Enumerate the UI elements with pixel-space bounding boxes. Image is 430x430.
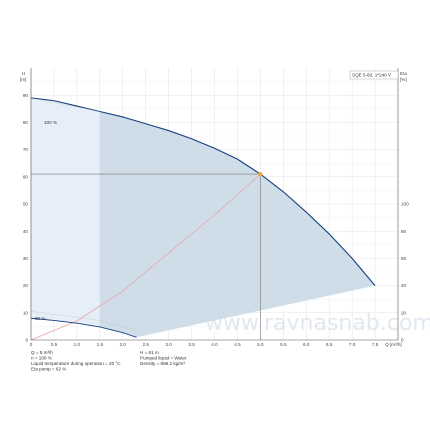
x-tick-label: 6.0 — [303, 342, 310, 347]
x-tick-label: 3.0 — [165, 342, 172, 347]
curve-label-30: 30 % — [35, 316, 45, 321]
y-left-tick-label: 50 — [23, 202, 29, 207]
axes — [30, 68, 399, 341]
y-right-tick-label: 40 — [401, 283, 407, 288]
operating-area-main — [99, 111, 376, 338]
curve-label-100: 100 % — [44, 120, 57, 125]
y-right-tick-label: 60 — [401, 256, 407, 261]
y-left-tick-label: 80 — [23, 120, 29, 125]
y-left-tick-label: 90 — [23, 93, 29, 98]
y-left-tick-label: 10 — [23, 310, 29, 315]
y-right-tick-label: 20 — [401, 310, 407, 315]
x-axis-label: Q [m³/h] — [385, 342, 402, 347]
info-eta: Eta pump = 62 % — [31, 367, 66, 372]
y-left-tick-label: 60 — [23, 174, 29, 179]
info-flow: Q = 5 m³/h — [31, 350, 53, 355]
x-tick-label: 3.5 — [188, 342, 195, 347]
operating-area-low-flow — [31, 97, 100, 330]
x-tick-label: 0.5 — [51, 342, 58, 347]
x-tick-label: 0 — [30, 342, 33, 347]
x-tick-label: 4.5 — [234, 342, 241, 347]
x-tick-label: 7.5 — [372, 342, 379, 347]
y-right-symbol: Eta — [400, 71, 407, 76]
y-right-tick-label: 0 — [401, 338, 404, 343]
y-left-tick-label: 40 — [23, 229, 29, 234]
y-right-tick-label: 80 — [401, 229, 407, 234]
watermark: www.ravnasnab.com.ua — [205, 311, 430, 336]
y-left-tick-label: 0 — [25, 338, 28, 343]
info-temperature: Liquid temperature during operation = 20… — [31, 361, 121, 366]
model-label-box — [349, 70, 399, 80]
y-left-tick-label: 70 — [23, 147, 29, 152]
x-tick-label: 7.0 — [349, 342, 356, 347]
info-density: Density = 998.2 kg/m³ — [140, 361, 185, 366]
model-label: SQE 5-60, 1*240 V — [352, 73, 392, 78]
x-tick-label: 4.0 — [211, 342, 218, 347]
curve-100-leader — [30, 97, 100, 112]
y-left-symbol: H — [22, 71, 25, 76]
y-left-tick-label: 30 — [23, 256, 29, 261]
curves — [30, 97, 376, 341]
x-tick-label: 2.0 — [120, 342, 127, 347]
curve-30-percent — [30, 317, 137, 338]
y-right-tick-label: 100 — [401, 202, 409, 207]
y-left-unit: [m] — [20, 77, 26, 82]
info-head: H = 61 m — [140, 350, 159, 355]
x-tick-label: 1.5 — [97, 342, 104, 347]
info-block: Q = 5 m³/h n = 100 % Liquid temperature … — [31, 350, 187, 372]
tick-labels: 0 0.5 1.0 1.5 2.0 2.5 3.0 3.5 4.0 4.5 5.0 5.5 6.0 6.5… — [23, 93, 409, 347]
duty-point — [258, 171, 263, 177]
x-tick-label: 5.0 — [257, 342, 264, 347]
y-right-unit: [%] — [400, 77, 407, 82]
x-tick-label: 6.5 — [326, 342, 333, 347]
curve-30-leader — [30, 311, 137, 331]
y-left-tick-label: 20 — [23, 283, 29, 288]
info-liquid: Pumped liquid = Water — [140, 356, 187, 361]
info-speed: n = 100 % — [31, 356, 52, 361]
curve-100-percent — [30, 97, 376, 286]
x-tick-label: 1.0 — [74, 342, 81, 347]
x-tick-label: 5.5 — [280, 342, 287, 347]
x-tick-label: 2.5 — [142, 342, 149, 347]
operating-areas — [31, 97, 376, 338]
system-curve — [30, 173, 261, 341]
